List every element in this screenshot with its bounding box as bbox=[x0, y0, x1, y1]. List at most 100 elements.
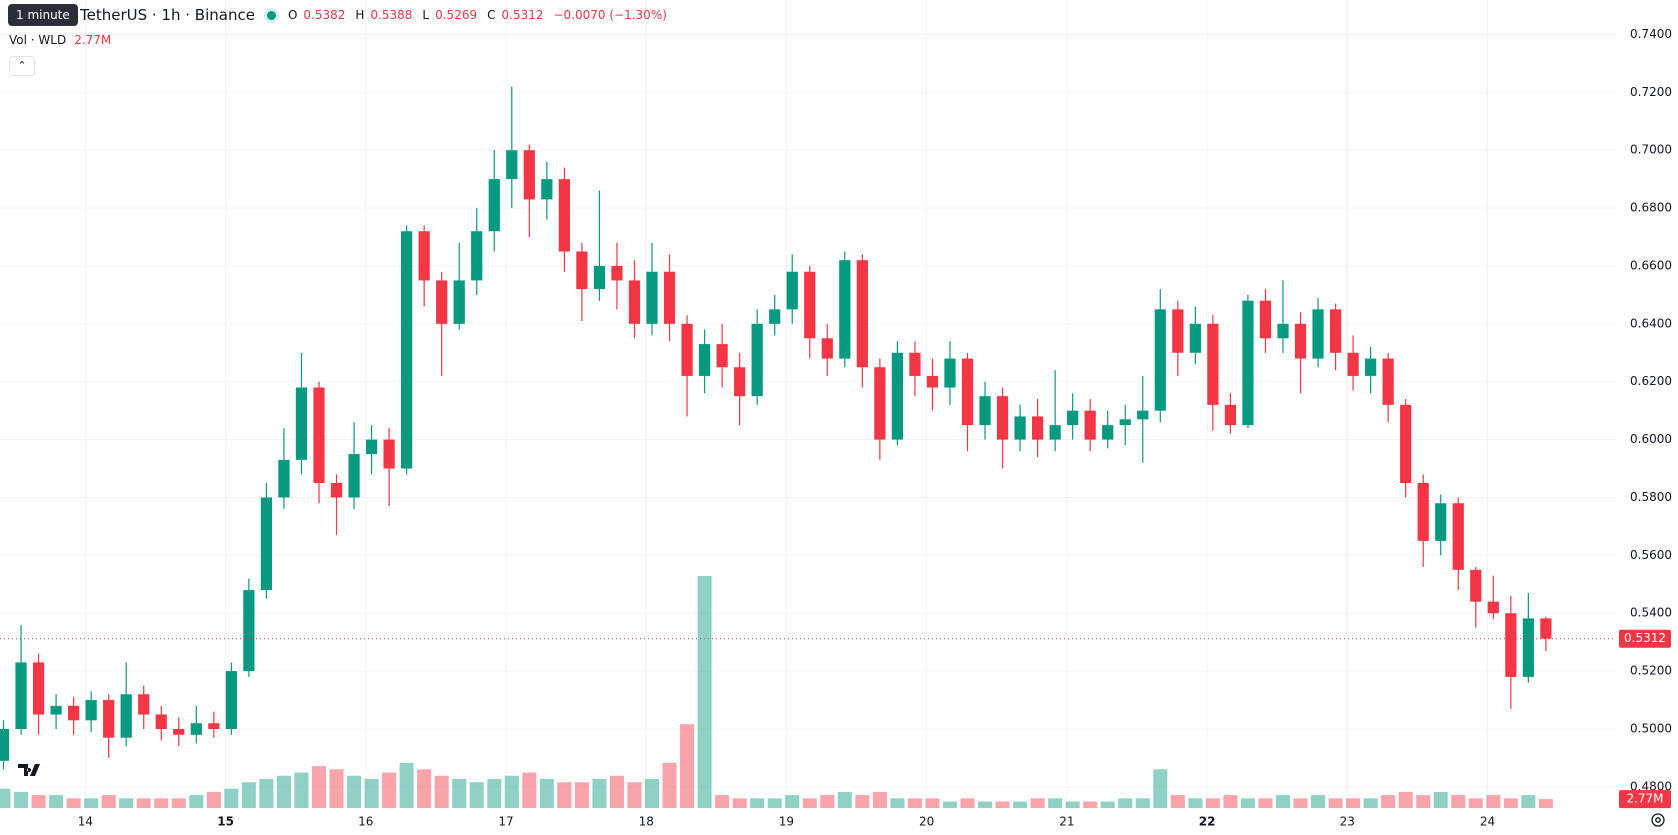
volume-bar bbox=[1118, 798, 1133, 808]
volume-bar bbox=[417, 769, 432, 808]
candle-body bbox=[190, 723, 202, 735]
y-tick-label: 0.5000 bbox=[1630, 721, 1672, 735]
x-tick-label: 18 bbox=[639, 815, 654, 829]
price-tag-label: 0.5312 bbox=[1624, 631, 1666, 645]
volume-bar bbox=[715, 795, 730, 808]
x-tick-label: 21 bbox=[1059, 815, 1074, 829]
candle-body bbox=[1102, 425, 1114, 440]
candle-body bbox=[663, 271, 676, 324]
volume-bar bbox=[1013, 801, 1028, 808]
volume-bar bbox=[925, 798, 940, 808]
y-tick-label: 0.6200 bbox=[1630, 374, 1672, 388]
y-tick-label: 0.7000 bbox=[1630, 143, 1672, 157]
status-dot bbox=[266, 10, 276, 20]
candle-body bbox=[506, 150, 518, 180]
candle-body bbox=[1294, 323, 1307, 359]
candle-body bbox=[1207, 323, 1219, 405]
candle-body bbox=[1452, 503, 1464, 570]
candle-body bbox=[646, 271, 658, 324]
y-tick-label: 0.6400 bbox=[1630, 316, 1672, 330]
volume-bar bbox=[1538, 799, 1553, 808]
volume-tag bbox=[1619, 790, 1671, 809]
volume-bar bbox=[276, 775, 291, 808]
candle-body bbox=[1540, 618, 1552, 639]
volume-bar bbox=[697, 576, 712, 808]
candle-body bbox=[909, 352, 921, 376]
volume-bar bbox=[942, 801, 957, 808]
candle-body bbox=[15, 662, 27, 729]
volume-bar bbox=[364, 779, 379, 808]
volume-bar bbox=[1240, 798, 1255, 808]
volume-bar bbox=[259, 779, 274, 808]
candle-body bbox=[155, 714, 167, 729]
candle-body bbox=[1400, 404, 1412, 484]
legend-label: C bbox=[487, 8, 496, 22]
volume-bar bbox=[750, 798, 765, 808]
volume-bar bbox=[978, 801, 993, 808]
candle-body bbox=[716, 344, 728, 368]
candle-body bbox=[751, 323, 763, 397]
volume-bar bbox=[557, 782, 572, 808]
collapse-button[interactable]: ⌃ bbox=[9, 56, 35, 76]
volume-bar bbox=[1328, 798, 1343, 808]
price-tag bbox=[1619, 629, 1671, 648]
candle-body bbox=[1119, 419, 1131, 426]
legend-value: 0.5388 bbox=[370, 8, 413, 22]
y-tick-label: 0.4800 bbox=[1630, 779, 1672, 793]
candle-body bbox=[243, 590, 255, 672]
volume-bar bbox=[294, 772, 309, 808]
y-tick-label: 0.5400 bbox=[1630, 606, 1672, 620]
volume-bar bbox=[224, 788, 239, 808]
logo-bg bbox=[14, 758, 48, 784]
gear-hub bbox=[1655, 817, 1661, 823]
volume-bar bbox=[907, 798, 922, 808]
candle-body bbox=[488, 179, 500, 232]
candle-body bbox=[1470, 569, 1482, 602]
volume-bar bbox=[960, 798, 975, 808]
volume-tag-label: 2.77M bbox=[1626, 792, 1663, 806]
candle-body bbox=[313, 387, 325, 484]
volume-bar bbox=[329, 769, 344, 808]
candle-body bbox=[1522, 618, 1534, 677]
volume-bar bbox=[1451, 795, 1466, 808]
candle-body bbox=[436, 280, 448, 324]
symbol[interactable]: TetherUS · 1h · Binance bbox=[80, 6, 255, 24]
volume-bar bbox=[1486, 795, 1501, 808]
volume-bar bbox=[1048, 798, 1063, 808]
candle-body bbox=[804, 271, 816, 339]
y-tick-label: 0.6000 bbox=[1630, 432, 1672, 446]
candle-body bbox=[1365, 358, 1377, 376]
candle-body bbox=[523, 150, 535, 200]
tv-logo[interactable] bbox=[14, 758, 48, 784]
x-tick-label: 14 bbox=[78, 815, 93, 829]
candle-body bbox=[365, 439, 378, 455]
x-tick-label: 24 bbox=[1480, 815, 1495, 829]
candle-body bbox=[173, 728, 185, 735]
volume-bar bbox=[1135, 798, 1150, 808]
volume-bar bbox=[1065, 801, 1080, 808]
volume-bar bbox=[785, 795, 800, 808]
candle-body bbox=[138, 694, 150, 715]
volume-bar bbox=[1100, 801, 1115, 808]
volume-legend: Vol · WLD 2.77M bbox=[9, 33, 111, 47]
candle-body bbox=[278, 459, 290, 498]
legend-label: O bbox=[287, 8, 298, 22]
volume-bar bbox=[1433, 791, 1448, 808]
volume-bar bbox=[820, 795, 835, 808]
volume-bar bbox=[1170, 795, 1185, 808]
x-tick-label: 20 bbox=[919, 815, 934, 829]
volume-bar bbox=[1521, 795, 1536, 808]
candle-body bbox=[1312, 309, 1324, 359]
volume-bar bbox=[680, 724, 695, 808]
y-tick-label: 0.5600 bbox=[1630, 548, 1672, 562]
volume-bar bbox=[855, 795, 870, 808]
candle-body bbox=[1417, 483, 1429, 541]
candle-body bbox=[558, 179, 570, 252]
candle-body bbox=[68, 705, 80, 721]
settings-icon[interactable] bbox=[1651, 813, 1665, 827]
x-tick-label: 19 bbox=[779, 815, 794, 829]
candle-body bbox=[1137, 410, 1149, 420]
candle-body bbox=[383, 439, 395, 469]
x-tick-label: 15 bbox=[217, 815, 234, 829]
volume-bar bbox=[1398, 791, 1413, 808]
